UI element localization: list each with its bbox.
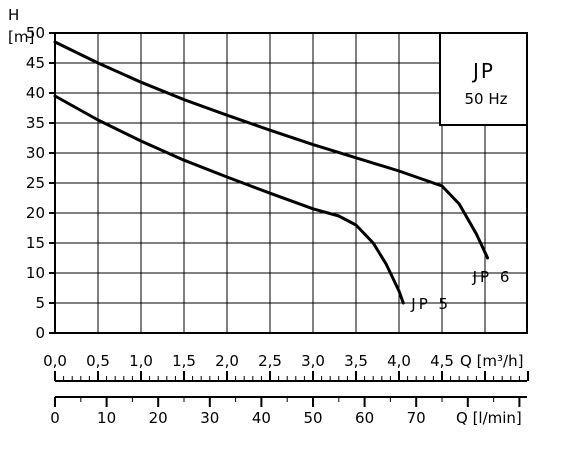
- grid: [55, 32, 527, 333]
- y-tick-label: 40: [26, 84, 45, 102]
- x-tick-label: 2,5: [258, 352, 282, 370]
- secondary-x-tick-label: 0: [50, 409, 60, 427]
- curve-jp-5: [53, 94, 405, 305]
- y-axis-ticks: 0 5 10 15 20 25 30 35 40 45 50: [26, 24, 55, 342]
- x-tick-label: 3,0: [301, 352, 325, 370]
- secondary-x-axis-unit-label: Q [l/min]: [456, 409, 522, 427]
- y-tick-label: 35: [26, 114, 45, 132]
- curve-jp-6: [53, 40, 490, 260]
- legend-box: JP 50 Hz: [439, 32, 528, 126]
- x-axis-ticks: 0,0 0,5 1,0 1,5 2,0 2,5 3,0 3,5 4,0 4,5: [43, 352, 529, 381]
- y-tick-label: 50: [26, 24, 45, 42]
- curve-label: JP 6: [472, 268, 513, 286]
- x-tick-label: 1,5: [172, 352, 196, 370]
- secondary-x-tick-label: 60: [355, 409, 374, 427]
- y-tick-label: 20: [26, 204, 45, 222]
- x-axis-unit-label: Q [m³/h]: [460, 352, 523, 370]
- y-tick-label: 15: [26, 234, 45, 252]
- x-tick-label: 4,0: [387, 352, 411, 370]
- plot-frame: [54, 32, 528, 334]
- y-tick-label: 30: [26, 144, 45, 162]
- y-tick-label: 25: [26, 174, 45, 192]
- secondary-x-tick-label: 20: [149, 409, 168, 427]
- y-tick-label: 10: [26, 264, 45, 282]
- x-tick-label: 2,0: [215, 352, 239, 370]
- x-tick-label: 0,5: [86, 352, 110, 370]
- y-axis-title: H: [8, 6, 19, 24]
- secondary-x-tick-label: 70: [407, 409, 426, 427]
- secondary-x-tick-label: 50: [303, 409, 322, 427]
- y-tick-label: 45: [26, 54, 45, 72]
- curve-label: JP 5: [410, 295, 451, 313]
- secondary-x-tick-label: 30: [200, 409, 219, 427]
- secondary-x-tick-label: 40: [252, 409, 271, 427]
- y-tick-label: 0: [35, 324, 45, 342]
- x-tick-label: 3,5: [344, 352, 368, 370]
- x-tick-label: 1,0: [129, 352, 153, 370]
- y-axis-unit: [m]: [8, 28, 34, 46]
- secondary-x-axis-ticks: 0 10 20 30 40 50 60 70: [50, 397, 521, 427]
- legend-title: JP: [471, 59, 495, 83]
- secondary-x-tick-label: 10: [97, 409, 116, 427]
- legend-subtitle: 50 Hz: [464, 90, 507, 108]
- y-tick-label: 5: [35, 294, 45, 312]
- x-tick-label: 4,5: [430, 352, 454, 370]
- curves: JP 6 JP 5: [53, 40, 513, 313]
- x-tick-label: 0,0: [43, 352, 67, 370]
